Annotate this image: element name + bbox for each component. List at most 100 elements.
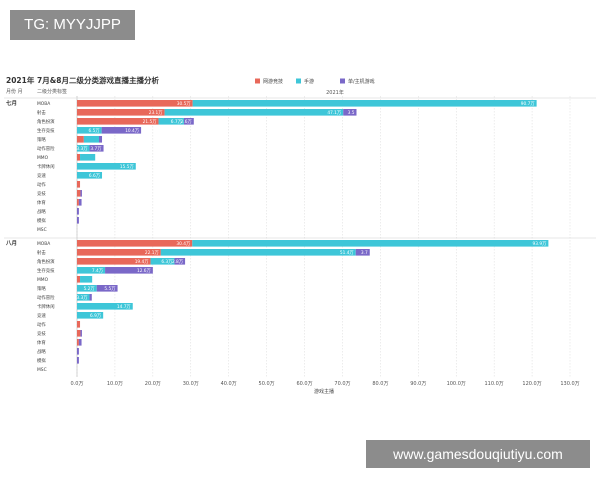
category-label: 射击 xyxy=(37,249,46,256)
bar-data-label: 21.5万 xyxy=(143,119,158,125)
x-tick-label: 40.0万 xyxy=(221,381,237,387)
category-label: 策略 xyxy=(37,136,46,143)
bar-data-label: 22.1万 xyxy=(145,250,160,256)
bar-data-label: 19.4万 xyxy=(135,259,150,265)
bar-data-label: 2.6万 xyxy=(181,119,193,125)
category-label: MMO xyxy=(37,277,49,283)
bar-segment-console xyxy=(343,109,357,116)
bar-segment-mobile xyxy=(77,303,133,310)
row-header-month: 月份 月 xyxy=(6,88,23,95)
bar-segment-mobile xyxy=(77,172,103,179)
bar-data-label: 30.4万 xyxy=(176,241,191,247)
row-header-category: 二级分类标签 xyxy=(37,88,67,95)
legend-swatch-mobile xyxy=(296,78,301,84)
bar-segment-console xyxy=(80,190,82,197)
bar-segment-online xyxy=(77,190,81,197)
category-label: 动作 xyxy=(37,321,46,328)
bar-segment-console xyxy=(105,267,153,274)
category-label: MSC xyxy=(37,367,47,373)
legend-label-online: 网游竞技 xyxy=(263,78,283,85)
watermark-bottom: www.gamesdouqiutiyu.com xyxy=(366,440,590,468)
category-label: 竞技 xyxy=(37,190,46,197)
category-label: 战略 xyxy=(37,208,46,215)
x-tick-label: 120.0万 xyxy=(522,381,541,387)
bar-data-label: 12.6万 xyxy=(137,268,152,274)
bar-segment-mobile xyxy=(77,267,106,274)
category-label: MSC xyxy=(37,227,47,233)
bar-segment-mobile xyxy=(164,109,344,116)
bar-segment-mobile xyxy=(77,127,102,134)
bar-segment-mobile xyxy=(158,118,184,125)
bar-data-label: 7.4万 xyxy=(92,268,104,274)
bar-segment-console xyxy=(96,285,118,292)
x-tick-label: 110.0万 xyxy=(484,381,503,387)
category-label: 模拟 xyxy=(37,217,46,224)
category-label: 卡牌休闲 xyxy=(37,303,55,310)
category-label: 竞技 xyxy=(37,330,46,337)
bar-data-label: 6.9万 xyxy=(90,313,102,319)
bar-segment-online xyxy=(77,100,193,107)
x-tick-label: 30.0万 xyxy=(183,381,199,387)
category-label: 策略 xyxy=(37,285,46,292)
bar-segment-console xyxy=(174,258,186,265)
category-label: 体育 xyxy=(37,199,46,206)
category-label: 模拟 xyxy=(37,357,46,364)
bar-data-label: 2.8万 xyxy=(172,259,184,265)
bar-data-label: 47.1万 xyxy=(327,110,342,116)
category-label: 卡牌休闲 xyxy=(37,163,55,170)
bar-segment-online xyxy=(77,181,81,188)
x-axis: 0.0万 10.0万 20.0万 30.0万 40.0万 50.0万 60.0万 70.0万 8… xyxy=(71,381,580,387)
bar-segment-mobile xyxy=(77,285,97,292)
legend-label-mobile: 手游 xyxy=(304,78,314,85)
category-label: 动作冒险 xyxy=(37,145,55,152)
category-label: 动作冒险 xyxy=(37,294,55,301)
month-label: 七月 xyxy=(6,99,17,107)
bar-data-label: 6.5万 xyxy=(89,128,101,134)
bar-segment-console xyxy=(183,118,194,125)
bar-data-label: 3.3万 xyxy=(76,295,88,301)
bar-segment-console xyxy=(355,249,370,256)
bar-segment-mobile xyxy=(77,294,90,301)
bar-segment-online xyxy=(77,249,161,256)
bar-segment-online xyxy=(77,118,159,125)
category-label: 竞速 xyxy=(37,172,46,179)
x-tick-label: 90.0万 xyxy=(410,381,426,387)
watermark-top: TG: MYYJJPP xyxy=(10,10,135,40)
bar-segment-console xyxy=(77,208,79,215)
bar-segment-mobile xyxy=(83,136,99,143)
bar-segment-console xyxy=(78,199,82,206)
bar-segment-online xyxy=(77,109,165,116)
bar-data-label: 30.5万 xyxy=(177,101,192,107)
bar-segment-mobile xyxy=(192,100,537,107)
bar-data-label: 51.4万 xyxy=(340,250,355,256)
x-axis-label: 游戏主播 xyxy=(314,388,334,395)
bar-segment-console xyxy=(77,217,79,224)
x-tick-label: 130.0万 xyxy=(560,381,579,387)
x-tick-label: 80.0万 xyxy=(372,381,388,387)
category-label: 动作 xyxy=(37,181,46,188)
bar-segment-online xyxy=(77,154,81,161)
bar-data-label: 3.3万 xyxy=(76,146,88,152)
category-label: 角色扮演 xyxy=(37,258,55,265)
bar-segment-mobile xyxy=(77,145,90,152)
bar-segment-mobile xyxy=(192,240,549,247)
bar-data-label: 6.6万 xyxy=(89,173,101,179)
bar-segment-online xyxy=(77,240,193,247)
category-label: 生存竞技 xyxy=(37,127,55,134)
bar-segment-mobile xyxy=(80,154,96,161)
bar-segment-console xyxy=(98,136,103,143)
category-label: MOBA xyxy=(37,241,50,247)
bar-data-label: 10.4万 xyxy=(125,128,140,134)
bar-segment-online xyxy=(77,199,79,206)
legend-swatch-console xyxy=(340,78,345,84)
category-label: 生存竞技 xyxy=(37,267,55,274)
x-tick-label: 100.0万 xyxy=(447,381,466,387)
bar-segment-online xyxy=(77,276,81,283)
category-label: 战略 xyxy=(37,348,46,355)
legend-label-console: 单/主机游戏 xyxy=(348,78,375,85)
bar-segment-console xyxy=(101,127,142,134)
bar-data-label: 3.7 xyxy=(361,250,368,256)
bar-data-label: 5.5万 xyxy=(104,286,116,292)
bar-segment-online xyxy=(77,258,151,265)
